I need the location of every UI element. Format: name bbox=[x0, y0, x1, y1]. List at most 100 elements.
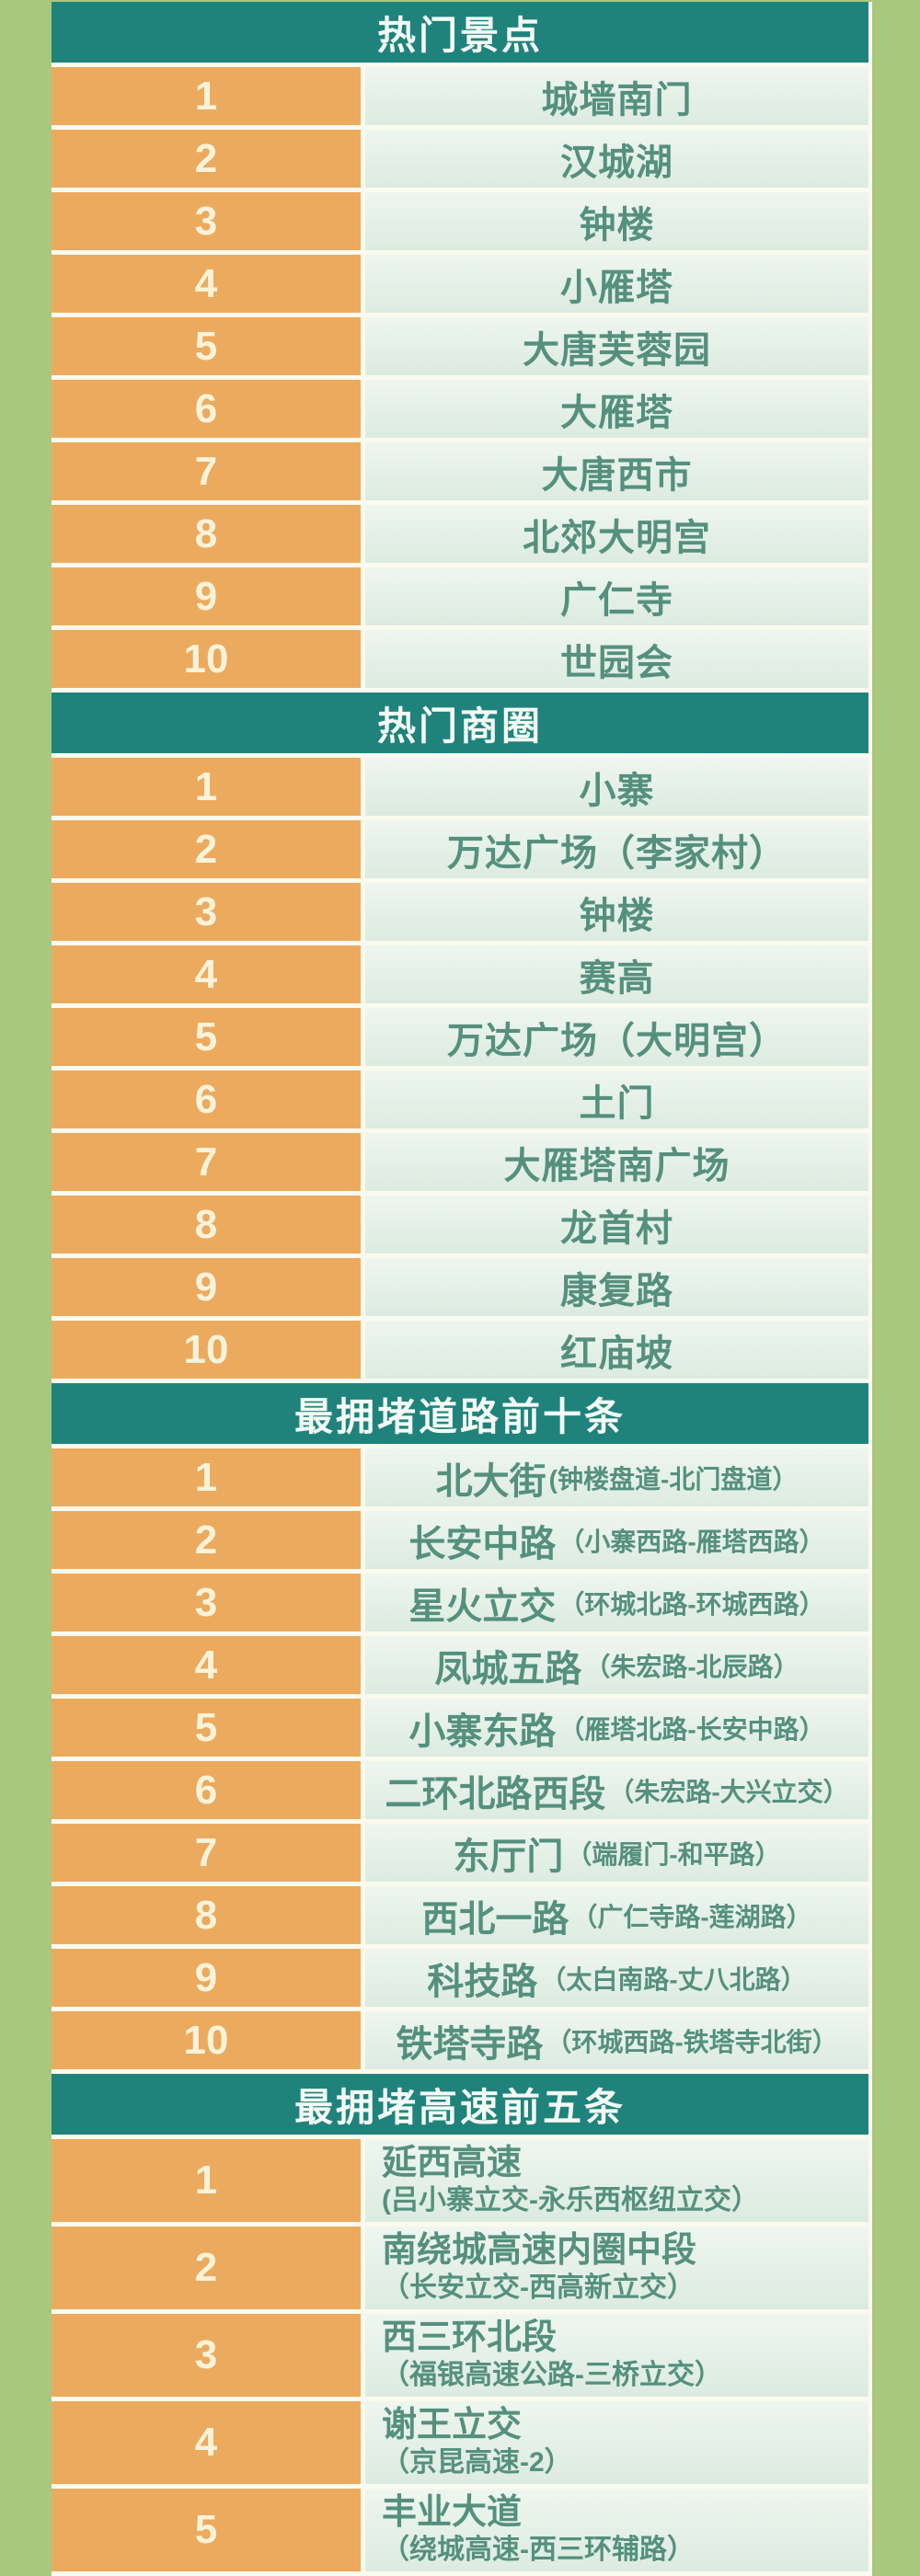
place-name: 丰业大道 bbox=[382, 2493, 523, 2532]
place-detail: （端履门-和平路） bbox=[566, 1839, 781, 1869]
name-cell: 二环北路西段 （朱宏路-大兴立交） bbox=[365, 1761, 868, 1819]
rank-cell: 6 bbox=[52, 1070, 361, 1128]
name-cell: 延西高速 (吕小寨立交-永乐西枢纽立交） bbox=[365, 2139, 868, 2222]
rank-cell: 10 bbox=[52, 2011, 361, 2069]
rank-cell: 4 bbox=[52, 945, 361, 1003]
rank-cell: 10 bbox=[52, 1321, 361, 1379]
rank-cell: 3 bbox=[52, 1574, 361, 1631]
name-cell: 康复路 bbox=[365, 1258, 868, 1316]
place-name: 土门 bbox=[579, 1082, 655, 1124]
name-cell: 凤城五路 （朱宏路-北辰路） bbox=[365, 1636, 868, 1694]
ranking-board: 热门景点 1 城墙南门 2 汉城湖 3 钟楼 4 小雁塔 5 大唐芙蓉园 6 大雁塔 7 大唐西市 8 北郊大明… bbox=[52, 2, 872, 2576]
rank-cell: 1 bbox=[52, 1448, 361, 1506]
place-name: 科技路 bbox=[427, 1961, 538, 2002]
table-row: 5 万达广场（大明宫） bbox=[52, 1008, 868, 1066]
table-row: 7 东厅门 （端履门-和平路） bbox=[52, 1824, 868, 1882]
table-row: 5 小寨东路 （雁塔北路-长安中路） bbox=[52, 1699, 868, 1757]
place-name: 汉城湖 bbox=[560, 142, 673, 183]
rank-cell: 5 bbox=[52, 317, 361, 375]
rank-cell: 1 bbox=[52, 758, 361, 816]
place-detail: （广仁寺路-莲湖路） bbox=[571, 1902, 812, 1931]
place-name: 二环北路西段 bbox=[385, 1773, 606, 1815]
place-detail: （太白南路-丈八北路） bbox=[540, 1964, 807, 1994]
rank-cell: 10 bbox=[52, 630, 361, 688]
name-cell: 汉城湖 bbox=[365, 130, 868, 188]
name-cell: 北郊大明宫 bbox=[365, 505, 868, 563]
section-title-2: 最拥堵道路前十条 bbox=[52, 1383, 868, 1444]
place-name: 北大街 bbox=[435, 1460, 546, 1502]
name-cell: 丰业大道 （绕城高速-西三环辅路） bbox=[365, 2489, 868, 2571]
place-name: 大雁塔南广场 bbox=[503, 1145, 730, 1186]
table-row: 5 大唐芙蓉园 bbox=[52, 317, 868, 375]
place-name: 西三环北段 bbox=[382, 2318, 558, 2357]
place-detail: (吕小寨立交-永乐西枢纽立交） bbox=[382, 2185, 759, 2215]
rank-cell: 6 bbox=[52, 1761, 361, 1819]
table-row: 8 北郊大明宫 bbox=[52, 505, 868, 563]
place-name: 东厅门 bbox=[453, 1836, 564, 1877]
name-cell: 龙首村 bbox=[365, 1196, 868, 1254]
rank-cell: 2 bbox=[52, 130, 361, 188]
table-row: 2 南绕城高速内圈中段 （长安立交-西高新立交） bbox=[52, 2227, 868, 2309]
table-row: 10 铁塔寺路 （环城西路-铁塔寺北街） bbox=[52, 2011, 868, 2069]
table-row: 3 星火立交 （环城北路-环城西路） bbox=[52, 1574, 868, 1631]
name-cell: 小寨 bbox=[365, 758, 868, 816]
place-name: 凤城五路 bbox=[434, 1648, 582, 1689]
name-cell: 钟楼 bbox=[365, 192, 868, 250]
place-name: 小寨东路 bbox=[408, 1711, 557, 1752]
rank-cell: 4 bbox=[52, 255, 361, 313]
section-title-1: 热门商圈 bbox=[52, 693, 868, 753]
table-row: 4 凤城五路 （朱宏路-北辰路） bbox=[52, 1636, 868, 1694]
rank-cell: 1 bbox=[52, 2139, 361, 2222]
rank-cell: 8 bbox=[52, 505, 361, 563]
place-name: 星火立交 bbox=[408, 1586, 557, 1627]
table-row: 9 广仁寺 bbox=[52, 567, 868, 625]
table-row: 2 万达广场（李家村） bbox=[52, 820, 868, 878]
place-name: 谢王立交 bbox=[382, 2406, 523, 2444]
name-cell: 大唐芙蓉园 bbox=[365, 317, 868, 375]
name-cell: 北大街 (钟楼盘道-北门盘道） bbox=[365, 1448, 868, 1506]
name-cell: 钟楼 bbox=[365, 883, 868, 941]
name-cell: 红庙坡 bbox=[365, 1321, 868, 1379]
name-cell: 南绕城高速内圈中段 （长安立交-西高新立交） bbox=[365, 2227, 868, 2309]
rank-cell: 5 bbox=[52, 2489, 361, 2571]
rank-cell: 3 bbox=[52, 883, 361, 941]
table-row: 1 北大街 (钟楼盘道-北门盘道） bbox=[52, 1448, 868, 1506]
rank-cell: 7 bbox=[52, 442, 361, 500]
rank-cell: 5 bbox=[52, 1008, 361, 1066]
place-detail: （小寨西路-雁塔西路） bbox=[558, 1527, 825, 1556]
name-cell: 东厅门 （端履门-和平路） bbox=[365, 1824, 868, 1882]
rank-cell: 3 bbox=[52, 192, 361, 250]
place-detail: （雁塔北路-长安中路） bbox=[558, 1714, 825, 1744]
place-name: 小雁塔 bbox=[560, 267, 673, 308]
table-row: 1 小寨 bbox=[52, 758, 868, 816]
name-cell: 星火立交 （环城北路-环城西路） bbox=[365, 1574, 868, 1631]
rank-cell: 4 bbox=[52, 2401, 361, 2484]
table-row: 10 红庙坡 bbox=[52, 1321, 868, 1379]
table-row: 1 延西高速 (吕小寨立交-永乐西枢纽立交） bbox=[52, 2139, 868, 2222]
rank-cell: 2 bbox=[52, 1511, 361, 1569]
table-row: 3 钟楼 bbox=[52, 192, 868, 250]
table-row: 4 小雁塔 bbox=[52, 255, 868, 313]
name-cell: 长安中路 （小寨西路-雁塔西路） bbox=[365, 1511, 868, 1569]
rank-cell: 2 bbox=[52, 820, 361, 878]
name-cell: 万达广场（大明宫） bbox=[365, 1008, 868, 1066]
place-name: 南绕城高速内圈中段 bbox=[382, 2231, 697, 2270]
table-row: 8 西北一路 （广仁寺路-莲湖路） bbox=[52, 1886, 868, 1944]
place-name: 世园会 bbox=[560, 642, 673, 683]
rank-cell: 1 bbox=[52, 67, 361, 125]
place-detail: （福银高速公路-三桥立交） bbox=[382, 2360, 722, 2390]
place-detail: （朱宏路-大兴立交） bbox=[608, 1777, 849, 1806]
table-row: 2 汉城湖 bbox=[52, 130, 868, 188]
name-cell: 铁塔寺路 （环城西路-铁塔寺北街） bbox=[365, 2011, 868, 2069]
place-name: 大唐芙蓉园 bbox=[523, 329, 711, 371]
rank-cell: 3 bbox=[52, 2314, 361, 2397]
name-cell: 土门 bbox=[365, 1070, 868, 1128]
place-name: 延西高速 bbox=[382, 2144, 523, 2182]
table-row: 7 大唐西市 bbox=[52, 442, 868, 500]
place-name: 北郊大明宫 bbox=[523, 517, 711, 558]
name-cell: 世园会 bbox=[365, 630, 868, 688]
rank-cell: 8 bbox=[52, 1196, 361, 1254]
table-row: 3 西三环北段 （福银高速公路-三桥立交） bbox=[52, 2314, 868, 2397]
place-name: 西北一路 bbox=[421, 1898, 569, 1940]
name-cell: 小寨东路 （雁塔北路-长安中路） bbox=[365, 1699, 868, 1757]
